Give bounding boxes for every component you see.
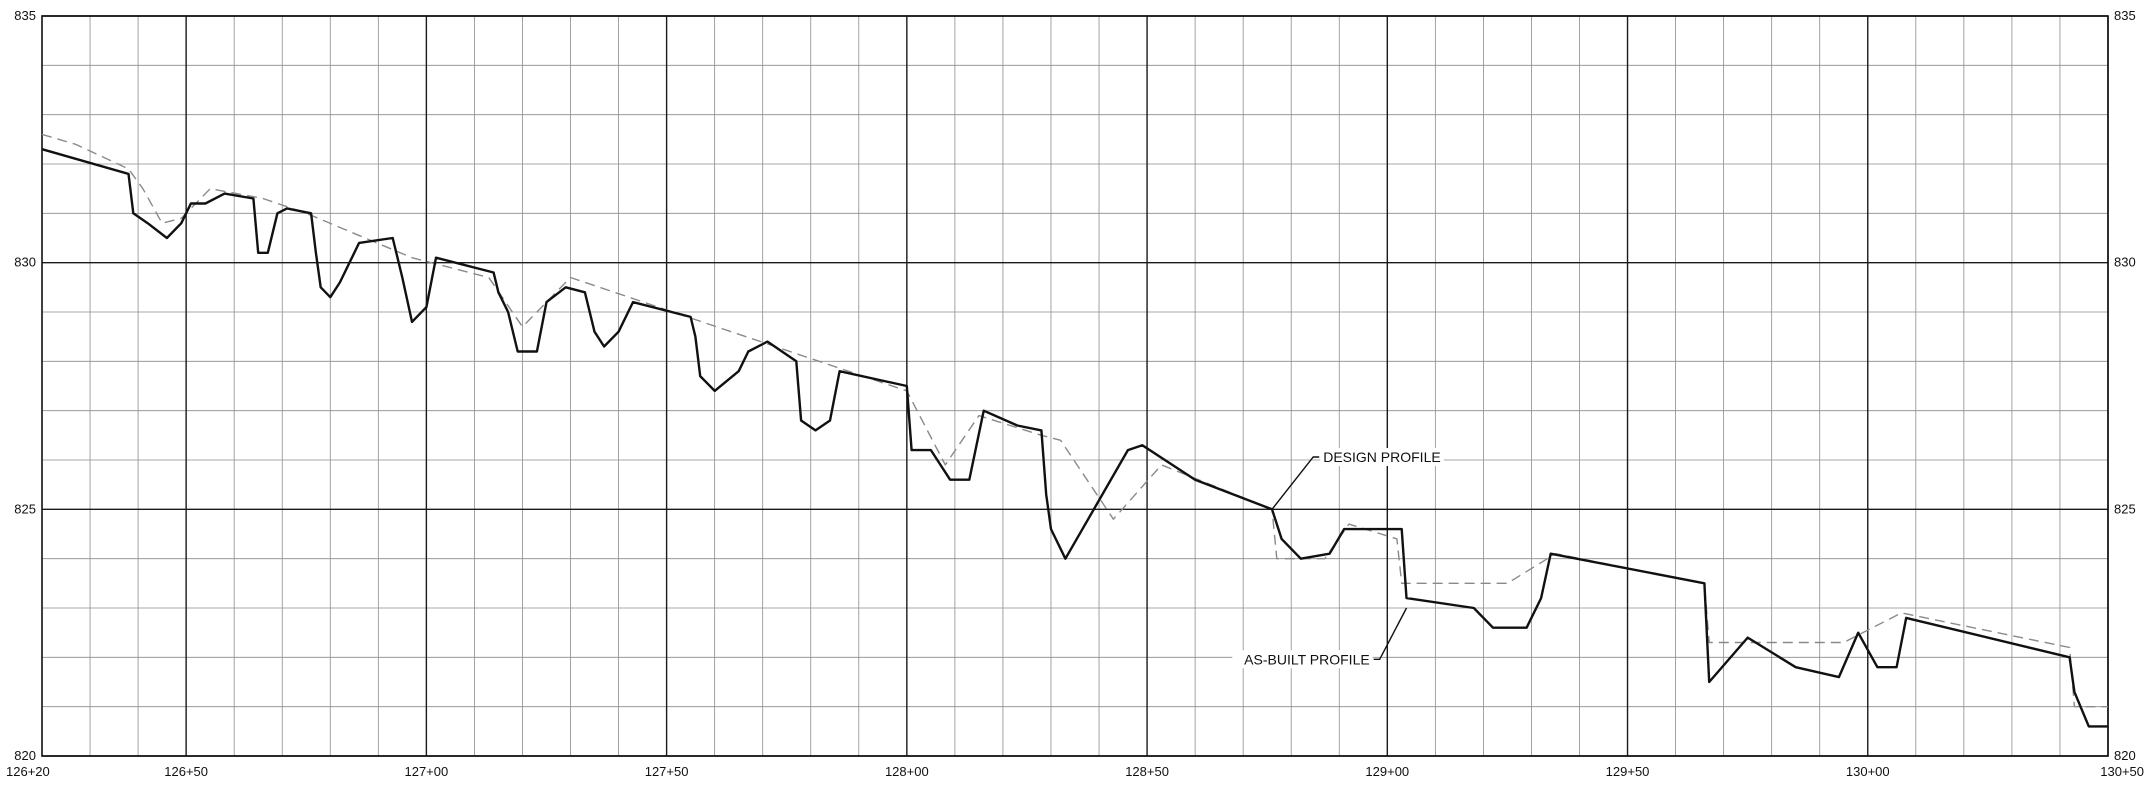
y-tick-label-left: 820: [14, 748, 36, 763]
x-tick-label: 126+50: [164, 764, 208, 779]
y-tick-label-left: 835: [14, 8, 36, 23]
y-tick-label-right: 830: [2114, 255, 2136, 270]
y-tick-labels-left: 835 830 825 820: [14, 8, 36, 763]
x-tick-label: 128+50: [1125, 764, 1169, 779]
x-tick-label: 128+00: [885, 764, 929, 779]
x-tick-label: 130+50: [2100, 764, 2144, 779]
as-built-profile-label: AS-BUILT PROFILE: [1244, 651, 1370, 667]
y-tick-label-right: 835: [2114, 8, 2136, 23]
design-profile-line: [41, 133, 2108, 708]
x-tick-label: 127+50: [645, 764, 689, 779]
design-profile-leader: [1271, 456, 1320, 510]
y-tick-labels-right: 835 830 825 820: [2114, 8, 2136, 763]
major-gridlines: [42, 15, 2109, 757]
x-tick-label: 129+00: [1365, 764, 1409, 779]
x-tick-labels: 126+20 126+50 127+00 127+50 128+00 128+50 129+…: [6, 764, 2144, 779]
x-tick-label: 130+00: [1846, 764, 1890, 779]
as-built-profile-line: [41, 148, 2108, 728]
y-tick-label-right: 825: [2114, 501, 2136, 516]
y-tick-label-left: 825: [14, 501, 36, 516]
annotation-label-background: [1320, 448, 1444, 466]
design-profile-label: DESIGN PROFILE: [1323, 449, 1440, 465]
x-tick-label: 127+00: [404, 764, 448, 779]
as-built-profile-leader: [1373, 607, 1408, 660]
minor-gridlines: [41, 16, 2108, 756]
x-tick-label: 126+20: [6, 764, 50, 779]
y-tick-label-right: 820: [2114, 748, 2136, 763]
series-layer: [41, 133, 2108, 728]
annotation-label-background: [1232, 650, 1373, 669]
plot-frame: [41, 15, 2109, 757]
x-tick-label: 129+50: [1606, 764, 1650, 779]
y-tick-label-left: 830: [14, 255, 36, 270]
annotation-layer: DESIGN PROFILE AS-BUILT PROFILE: [1232, 448, 1444, 669]
